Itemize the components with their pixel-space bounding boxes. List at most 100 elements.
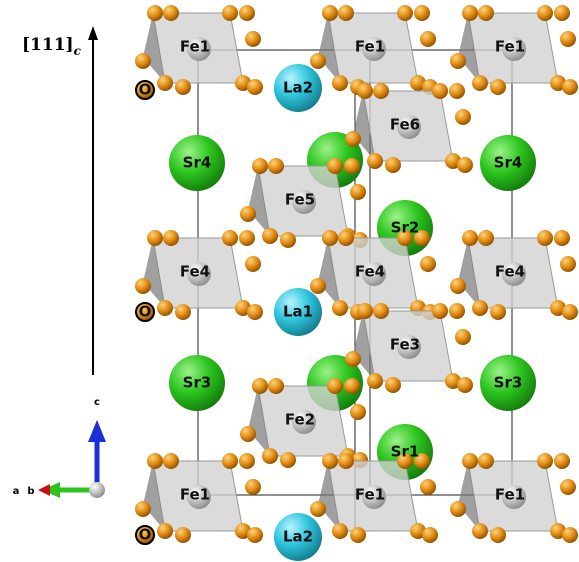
o-atom xyxy=(332,75,348,91)
o-atom xyxy=(478,453,494,469)
o-atom xyxy=(357,303,373,319)
o-atom xyxy=(422,527,438,543)
atom-label: Sr4 xyxy=(183,154,212,172)
o-atom xyxy=(562,527,578,543)
o-atom xyxy=(245,31,261,47)
o-atom xyxy=(157,523,173,539)
o-atom xyxy=(163,230,179,246)
o-atom xyxy=(554,453,570,469)
o-atom xyxy=(344,378,360,394)
o-atom xyxy=(245,479,261,495)
o-atom xyxy=(397,5,413,21)
o-atom xyxy=(450,501,466,517)
o-atom xyxy=(357,83,373,99)
o-atom xyxy=(373,303,389,319)
o-atom xyxy=(157,300,173,316)
o-atom xyxy=(537,453,553,469)
atom-label: Fe4 xyxy=(180,263,210,281)
atom-label: Fe4 xyxy=(355,263,385,281)
o-atom xyxy=(247,527,263,543)
o-atom xyxy=(245,256,261,272)
atom-label: Fe1 xyxy=(495,486,525,504)
o-atom xyxy=(338,230,354,246)
o-atom xyxy=(175,304,191,320)
o-atom xyxy=(537,230,553,246)
axis-triad: c a b xyxy=(13,397,106,498)
o-atom xyxy=(537,5,553,21)
o-atom xyxy=(135,53,151,69)
o-atom xyxy=(327,378,343,394)
o-atom xyxy=(222,5,238,21)
o-atom xyxy=(449,83,465,99)
o-atom xyxy=(147,230,163,246)
atom-label: Fe4 xyxy=(495,263,525,281)
o-atom xyxy=(310,501,326,517)
atom-label: O xyxy=(139,81,152,99)
atom-label: Sr3 xyxy=(494,374,523,392)
o-atom xyxy=(350,404,366,420)
o-atom xyxy=(135,501,151,517)
atom-label: Fe5 xyxy=(285,191,315,209)
o-atom xyxy=(338,453,354,469)
atom-label: Sr4 xyxy=(494,154,523,172)
o-atom xyxy=(462,230,478,246)
o-atom xyxy=(262,448,278,464)
o-atom xyxy=(350,527,366,543)
axis-a-label: a xyxy=(13,486,20,497)
o-atom xyxy=(367,373,383,389)
o-atom xyxy=(450,53,466,69)
o-atom xyxy=(147,453,163,469)
o-atom xyxy=(222,453,238,469)
o-atom xyxy=(280,232,296,248)
o-atom xyxy=(478,5,494,21)
o-atom xyxy=(163,453,179,469)
o-atom xyxy=(239,5,255,21)
o-atom xyxy=(240,206,256,222)
o-atom xyxy=(163,5,179,21)
direction-arrow: [111]c xyxy=(22,26,98,375)
o-atom xyxy=(462,453,478,469)
o-atom xyxy=(175,79,191,95)
o-atom xyxy=(280,452,296,468)
atom-label: Sr2 xyxy=(391,219,420,237)
o-atom xyxy=(344,158,360,174)
o-atom xyxy=(554,5,570,21)
o-atom xyxy=(252,158,268,174)
o-atom xyxy=(457,157,473,173)
o-atom xyxy=(147,5,163,21)
o-atom xyxy=(432,303,448,319)
atom-label: Fe6 xyxy=(390,116,420,134)
o-atom xyxy=(222,230,238,246)
o-atom xyxy=(414,5,430,21)
o-atom xyxy=(373,83,389,99)
o-atom xyxy=(239,453,255,469)
atom-label: Fe2 xyxy=(285,411,315,429)
o-atom xyxy=(562,79,578,95)
o-atom xyxy=(472,75,488,91)
atom-label: Fe1 xyxy=(355,486,385,504)
o-atom xyxy=(239,230,255,246)
o-atom xyxy=(478,230,494,246)
o-atom xyxy=(345,131,361,147)
o-atom xyxy=(268,158,284,174)
o-atom xyxy=(449,303,465,319)
o-atom xyxy=(455,329,471,345)
atom-label: O xyxy=(139,303,152,321)
o-atom xyxy=(322,230,338,246)
atom-label: Fe1 xyxy=(180,486,210,504)
direction-label: [111]c xyxy=(22,35,82,58)
o-atom xyxy=(420,479,436,495)
o-atom xyxy=(490,304,506,320)
o-atom xyxy=(420,256,436,272)
o-atom xyxy=(310,278,326,294)
o-atom xyxy=(247,304,263,320)
atom-label: La2 xyxy=(283,528,313,546)
o-atom xyxy=(252,378,268,394)
o-atom xyxy=(450,278,466,294)
o-atom xyxy=(262,228,278,244)
o-atom xyxy=(332,523,348,539)
o-atom xyxy=(490,527,506,543)
o-atom xyxy=(562,304,578,320)
o-atom xyxy=(322,5,338,21)
o-atom xyxy=(560,479,576,495)
